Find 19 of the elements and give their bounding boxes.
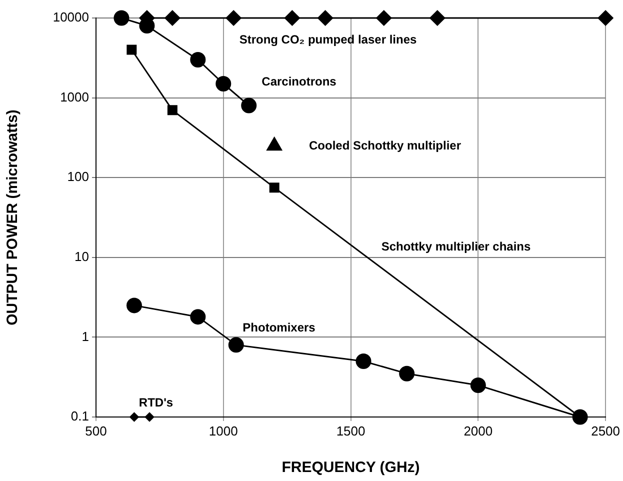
series-label: Strong CO₂ pumped laser lines <box>239 32 417 46</box>
y-tick-label: 10 <box>74 248 89 264</box>
y-tick-label: 1000 <box>60 89 89 104</box>
series-label: Carcinotrons <box>262 74 337 88</box>
x-axis-title: FREQUENCY (GHz) <box>282 459 420 476</box>
series-label: Schottky multiplier chains <box>381 239 532 254</box>
x-tick-label: 2000 <box>464 423 493 438</box>
x-tick-label: 1500 <box>336 423 366 438</box>
y-tick-label: 10000 <box>52 10 89 25</box>
text: Cooled Schottky multiplier <box>308 138 462 152</box>
x-tick-label: 500 <box>85 423 107 438</box>
y-tick-label: 0.1 <box>70 408 89 424</box>
x-tick-label: 1000 <box>208 423 238 438</box>
x-tick-label: 2500 <box>591 423 620 438</box>
series-label: Photomixers <box>242 320 316 334</box>
y-tick-label: 1 <box>82 328 89 344</box>
y-tick-label: 100 <box>67 169 89 184</box>
series-label: RTD's <box>138 395 174 410</box>
y-axis-title: OUTPUT POWER (microwatts) <box>4 110 22 326</box>
